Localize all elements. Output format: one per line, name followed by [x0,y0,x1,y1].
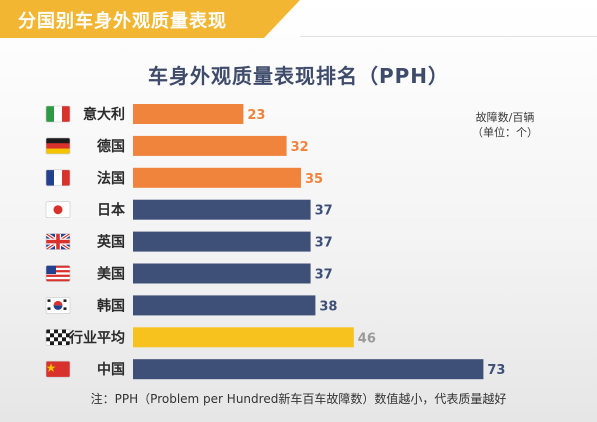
data-label: 73 [487,363,505,378]
category-label: 法国 [97,170,125,187]
footnote: 注：PPH（Problem per Hundred新车百车故障数）数值越小，代表… [90,392,507,406]
data-label: 37 [315,268,333,283]
category-label: 德国 [97,138,125,155]
bar-row: 美国 37 [45,263,333,284]
category-label: 行业平均 [68,329,125,346]
data-label: 38 [319,299,337,314]
data-label: 37 [315,204,333,219]
bar [133,295,316,316]
bar-row: 德国 32 [45,135,309,156]
italy-flag-icon [45,105,71,123]
data-label: 32 [291,140,309,155]
usa-flag-icon [45,265,71,282]
unit-note: 故障数/百辆 （单位：个） [465,110,545,140]
bar [133,199,311,220]
china-flag-icon [45,360,71,378]
bar-row: 法国 35 [45,167,323,188]
category-label: 英国 [96,234,125,251]
uk-flag-icon [45,233,71,250]
bar [133,231,311,252]
section-ribbon [0,0,300,38]
japan-flag-icon [45,201,71,218]
unit-note-line-2: （单位：个） [472,126,538,139]
france-flag-icon [45,169,71,187]
bar [133,167,301,188]
category-label: 意大利 [83,106,125,123]
section-title: 分国别车身外观质量表现 [18,11,227,32]
category-label: 日本 [97,202,126,219]
bar [133,359,484,380]
data-label: 46 [358,331,376,346]
bar-row: 英国 37 [45,231,333,252]
header-divider [300,36,597,37]
korea-flag-icon [45,297,71,314]
unit-note-line-1: 故障数/百辆 [475,111,535,124]
data-label: 35 [305,172,323,187]
bar-row: 日本 37 [45,199,333,220]
bar-row: 中国 73 [45,359,505,380]
bar-row: 韩国 38 [45,295,337,316]
category-label: 中国 [97,361,125,378]
germany-flag-icon [45,137,71,155]
data-label: 37 [315,236,333,251]
bar-row: 行业平均 46 [45,327,376,348]
bar [133,104,244,124]
category-label: 美国 [97,266,125,283]
data-label: 23 [247,108,265,123]
checkered-flag-icon [45,328,71,346]
bar [133,327,354,348]
chart-title: 车身外观质量表现排名（PPH） [147,64,450,88]
category-label: 韩国 [97,297,125,314]
bar [133,263,311,284]
bar [133,135,287,156]
bar-row: 意大利 23 [45,104,265,124]
